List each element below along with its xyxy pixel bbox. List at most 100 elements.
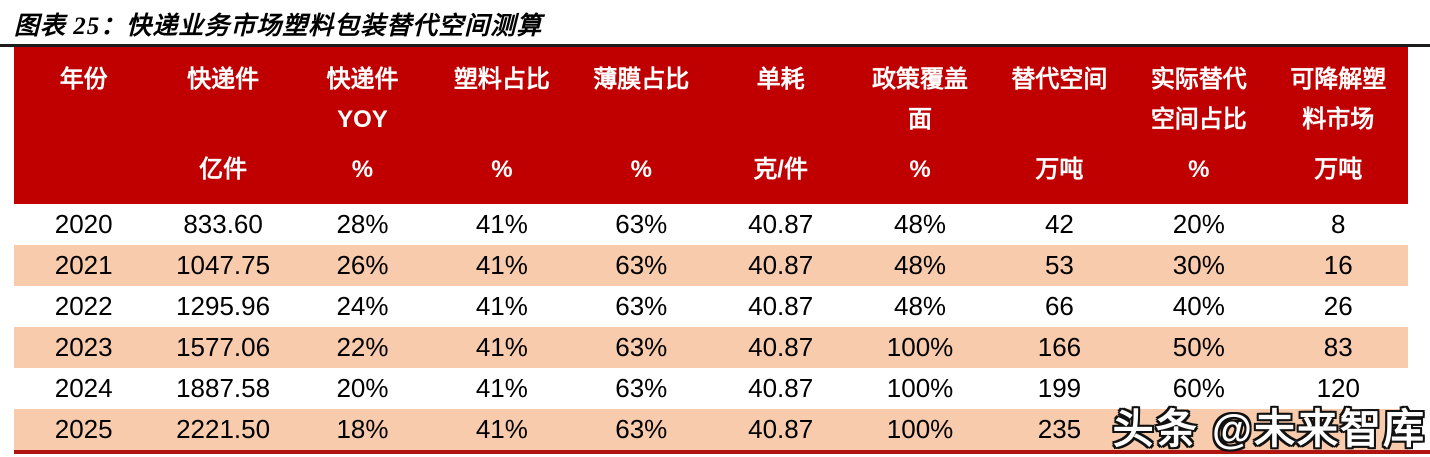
column-header: 快递件 亿件	[153, 47, 293, 204]
column-header: 可降解塑 料市场万吨	[1268, 47, 1408, 204]
table-cell: 40.87	[748, 373, 814, 403]
table-cell: 100%	[886, 414, 954, 444]
table-cell: 1577.06	[176, 332, 271, 362]
table-cell: 41%	[475, 373, 528, 403]
column-unit: 万吨	[1314, 156, 1363, 183]
table-cell: 1047.75	[176, 250, 271, 280]
data-table: 年份 快递件 亿件 快递件 YOY% 塑料占比% 薄膜占比% 单耗 克/件 政策覆盖 面% 替代空…	[14, 47, 1408, 450]
column-label: 政策覆盖 面	[872, 66, 969, 133]
table-cell: 166	[1037, 332, 1082, 362]
replacement-estimate-table: 年份 快递件 亿件 快递件 YOY% 塑料占比% 薄膜占比% 单耗 克/件 政策覆盖 面% 替代空…	[14, 47, 1408, 450]
table-cell: 63%	[615, 250, 668, 280]
column-label: 快递件 YOY	[326, 66, 399, 133]
table-cell: 2021	[54, 250, 113, 280]
table-header: 年份 快递件 亿件 快递件 YOY% 塑料占比% 薄膜占比% 单耗 克/件 政策覆盖 面% 替代空…	[14, 47, 1408, 204]
table-cell: 41%	[475, 332, 528, 362]
table-cell: 2025	[54, 414, 113, 444]
table-cell: 22%	[336, 332, 389, 362]
table-row: 2024 1887.58 20% 41% 63% 40.87 100% 199 60% 120	[14, 368, 1408, 409]
table-cell: 2020	[54, 209, 113, 239]
table-row: 2023 1577.06 22% 41% 63% 40.87 100% 166 50% 83	[14, 327, 1408, 368]
table-row: 2022 1295.96 24% 41% 63% 40.87 48% 66 40% 26	[14, 286, 1408, 327]
table-cell: 41%	[475, 209, 528, 239]
column-header: 实际替代 空间占比%	[1129, 47, 1269, 204]
column-header: 替代空间 万吨	[989, 47, 1130, 204]
table-cell: 1295.96	[176, 291, 271, 321]
table-cell: 833.60	[183, 209, 263, 239]
table-cell: 2022	[54, 291, 113, 321]
table-row: 2025 2221.50 18% 41% 63% 40.87 100% 235	[14, 409, 1408, 450]
table-body: 2020 833.60 28% 41% 63% 40.87 48% 42 20% 8 2021 104…	[14, 204, 1408, 450]
column-unit	[14, 149, 153, 204]
table-cell: 16	[1323, 250, 1353, 280]
column-label: 薄膜占比	[593, 66, 690, 93]
table-cell: 26	[1323, 291, 1353, 321]
table-cell: 63%	[615, 414, 668, 444]
table-cell: 63%	[615, 209, 668, 239]
table-cell: 2023	[54, 332, 113, 362]
table-cell: 41%	[475, 250, 528, 280]
column-unit: 克/件	[753, 156, 808, 183]
table-cell: 63%	[615, 373, 668, 403]
table-cell: 41%	[475, 291, 528, 321]
column-unit: %	[630, 156, 652, 183]
table-cell: 20%	[336, 373, 389, 403]
column-label: 单耗	[756, 66, 805, 93]
table-cell: 100%	[886, 332, 954, 362]
column-unit: %	[351, 156, 374, 183]
table-row: 2021 1047.75 26% 41% 63% 40.87 48% 53 30% 16	[14, 245, 1408, 286]
table-cell: 40.87	[748, 291, 814, 321]
table-row: 2020 833.60 28% 41% 63% 40.87 48% 42 20% 8	[14, 204, 1408, 245]
column-header: 薄膜占比%	[571, 47, 711, 204]
column-unit: %	[491, 156, 513, 183]
figure-title: 图表 25：快递业务市场塑料包装替代空间测算	[14, 13, 543, 40]
table-cell: 120	[1316, 373, 1360, 403]
column-header: 快递件 YOY%	[292, 47, 433, 204]
table-cell: 63%	[615, 291, 668, 321]
column-label: 快递件	[187, 66, 260, 93]
table-cell: 50%	[1172, 332, 1225, 362]
title-divider-rule	[0, 44, 1430, 47]
table-cell: 40.87	[748, 332, 814, 362]
column-label: 替代空间	[1011, 66, 1108, 93]
column-unit: 万吨	[1035, 156, 1084, 183]
table-cell: 60%	[1172, 373, 1225, 403]
table-cell: 1887.58	[176, 373, 271, 403]
column-unit: 亿件	[199, 156, 248, 183]
table-cell: 40.87	[748, 414, 814, 444]
table-cell: 199	[1037, 373, 1082, 403]
column-header: 年份	[14, 47, 154, 204]
table-cell: 20%	[1172, 209, 1225, 239]
header-row: 年份 快递件 亿件 快递件 YOY% 塑料占比% 薄膜占比% 单耗 克/件 政策覆盖 面% 替代空…	[14, 47, 1408, 204]
column-header: 政策覆盖 面%	[850, 47, 990, 204]
table-cell: 28%	[336, 209, 389, 239]
column-header: 塑料占比%	[432, 47, 572, 204]
table-cell: 24%	[336, 291, 389, 321]
table-cell: 18%	[336, 414, 389, 444]
table-cell: 41%	[475, 414, 528, 444]
column-label: 塑料占比	[453, 66, 550, 93]
watermark-text: 头条 @未来智库	[1112, 406, 1426, 452]
table-cell: 26%	[336, 250, 389, 280]
table-cell: 40%	[1172, 291, 1225, 321]
table-cell: 48%	[894, 209, 947, 239]
table-cell: 30%	[1172, 250, 1225, 280]
table-bottom-border	[14, 450, 1430, 454]
column-unit: %	[909, 156, 931, 183]
column-label: 年份	[59, 66, 108, 93]
table-cell: 2024	[54, 373, 113, 403]
table-cell: 63%	[615, 332, 668, 362]
column-label: 可降解塑 料市场	[1290, 66, 1387, 133]
table-cell: 40.87	[748, 209, 814, 239]
table-cell: 100%	[886, 373, 954, 403]
table-cell: 235	[1037, 414, 1082, 444]
table-cell: 48%	[894, 291, 947, 321]
table-cell: 8	[1331, 209, 1346, 239]
table-cell: 40.87	[748, 250, 814, 280]
column-label: 实际替代 空间占比	[1150, 66, 1247, 133]
column-header: 单耗克/件	[710, 47, 851, 204]
table-cell: 2221.50	[176, 414, 271, 444]
column-unit: %	[1188, 156, 1210, 183]
table-cell: 53	[1044, 250, 1074, 280]
table-cell: 83	[1323, 332, 1353, 362]
